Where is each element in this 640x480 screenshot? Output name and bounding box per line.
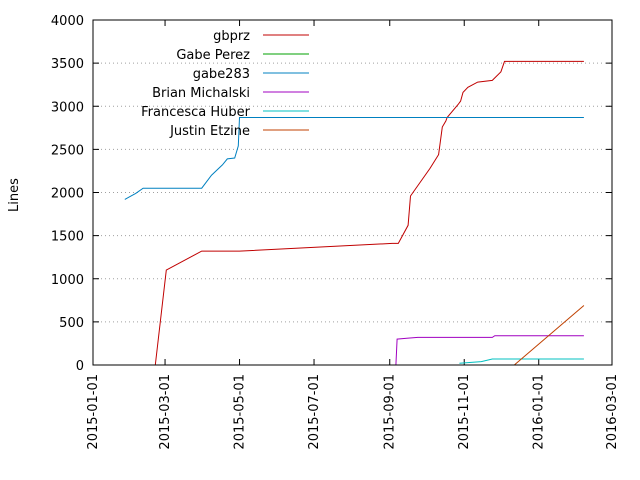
x-tick-label: 2015-11-01: [457, 374, 472, 450]
legend-label: Francesca Huber: [141, 105, 251, 120]
series-line-gabe283: [124, 117, 584, 200]
legend-label: Gabe Perez: [176, 48, 250, 63]
x-tick-label: 2015-03-01: [158, 374, 173, 450]
x-tick-label: 2016-03-01: [605, 374, 620, 450]
x-tick-label: 2015-05-01: [233, 374, 248, 450]
series-line-justin-etzine: [513, 305, 585, 366]
series-lines: [124, 60, 585, 366]
x-tick-label: 2015-09-01: [383, 374, 398, 450]
x-tick-label: 2015-01-01: [86, 374, 101, 450]
series-line-francesca-huber: [459, 358, 584, 364]
legend-label: Justin Etzine: [169, 124, 250, 139]
y-axis-ticks: 0 500 1000 1500 2000 2500 3000 3500 4000: [51, 14, 612, 374]
x-tick-label: 2015-07-01: [307, 374, 322, 450]
grid-lines: [93, 62, 612, 323]
series-line-gbprz: [154, 60, 584, 366]
y-tick-label: 3500: [51, 57, 84, 72]
y-tick-label: 1500: [51, 230, 84, 245]
x-axis-ticks: 2015-01-01 2015-03-01 2015-05-01 2015-07-01…: [86, 20, 620, 450]
legend-label: gabe283: [193, 67, 250, 82]
series-line-brian-michalski: [395, 335, 584, 366]
y-tick-label: 0: [76, 359, 84, 374]
legend-label: gbprz: [213, 29, 250, 44]
y-tick-label: 2000: [51, 187, 84, 202]
y-tick-label: 4000: [51, 14, 84, 29]
plot-frame: [92, 19, 613, 366]
y-tick-label: 2500: [51, 143, 84, 158]
x-tick-label: 2016-01-01: [532, 374, 547, 450]
y-tick-label: 500: [59, 316, 84, 331]
y-tick-label: 3000: [51, 100, 84, 115]
y-tick-label: 1000: [51, 273, 84, 288]
y-axis-label: Lines: [7, 178, 22, 212]
legend-label: Brian Michalski: [152, 86, 250, 101]
legend: gbprz Gabe Perez gabe283 Brian Michalski Fra…: [141, 29, 309, 139]
